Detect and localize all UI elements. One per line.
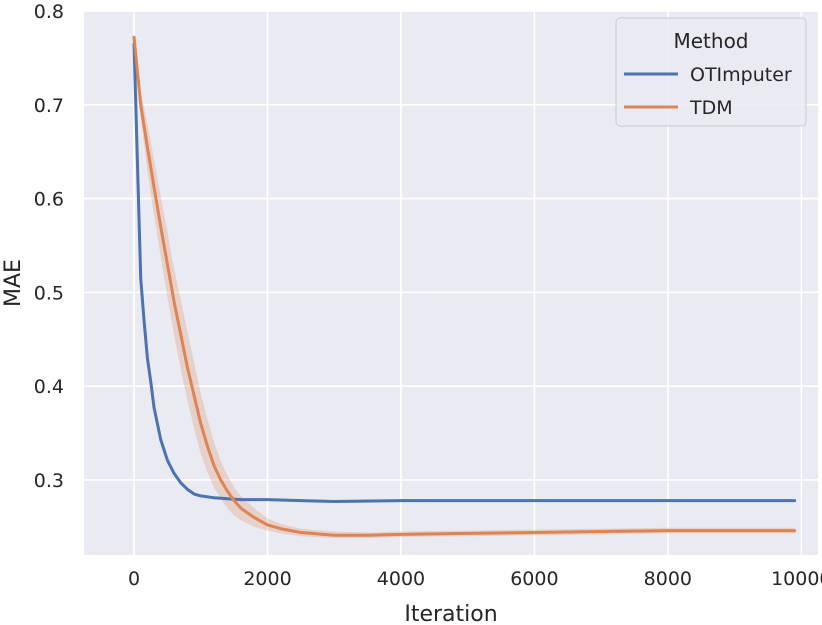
y-tick-label: 0.3 [34, 470, 64, 492]
legend-label: OTImputer [690, 64, 792, 86]
y-tick-label: 0.7 [34, 95, 64, 117]
y-tick-label: 0.5 [34, 282, 64, 304]
series-line-otimputer [132, 42, 797, 504]
legend-title: Method [673, 29, 748, 53]
x-tick-label: 6000 [510, 568, 558, 590]
legend-box [615, 17, 807, 127]
legend-label: TDM [689, 97, 733, 119]
x-tick-label: 8000 [644, 568, 692, 590]
y-tick-label: 0.8 [34, 1, 64, 23]
series-line-tdm [132, 35, 797, 537]
series-lines [132, 35, 797, 537]
x-tick-label: 0 [128, 568, 140, 590]
y-tick-labels: 0.3 0.4 0.5 0.6 0.7 0.8 [34, 1, 64, 492]
y-tick-label: 0.6 [34, 189, 64, 211]
x-tick-label: 4000 [377, 568, 425, 590]
x-axis-title: Iteration [404, 602, 497, 625]
y-tick-label: 0.4 [34, 376, 64, 398]
legend-entries: OTImputer TDM [624, 64, 792, 119]
y-axis-title: MAE [1, 259, 26, 307]
legend: Method OTImputer TDM [615, 17, 807, 127]
x-tick-label: 2000 [243, 568, 291, 590]
